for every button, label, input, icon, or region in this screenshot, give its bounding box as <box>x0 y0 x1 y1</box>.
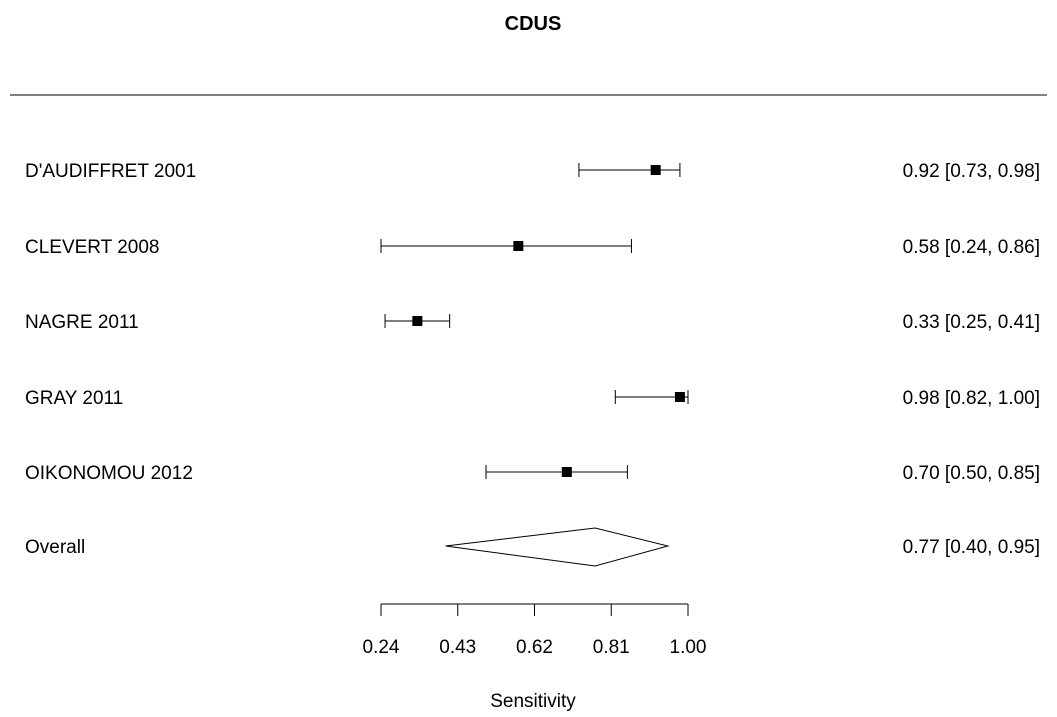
x-tick-label: 0.43 <box>439 637 476 658</box>
study-label: OIKONOMOU 2012 <box>25 463 193 484</box>
x-axis: 0.24 0.43 0.62 0.81 1.00 <box>363 603 707 658</box>
study-label: D'AUDIFFRET 2001 <box>25 161 196 182</box>
study-row: OIKONOMOU 2012 0.70 [0.50, 0.85] <box>25 463 1040 484</box>
study-rows: D'AUDIFFRET 2001 0.92 [0.73, 0.98] CLEVERT… <box>25 161 1040 484</box>
chart-title: CDUS <box>505 13 562 35</box>
study-label: NAGRE 2011 <box>25 312 139 333</box>
ci-text: 0.33 [0.25, 0.41] <box>903 312 1040 333</box>
ci-text: 0.92 [0.73, 0.98] <box>903 161 1040 182</box>
x-tick-label: 0.62 <box>516 637 553 658</box>
study-row: GRAY 2011 0.98 [0.82, 1.00] <box>25 388 1040 409</box>
study-row: NAGRE 2011 0.33 [0.25, 0.41] <box>25 312 1040 333</box>
overall-label: Overall <box>25 537 85 558</box>
x-tick-label: 0.81 <box>593 637 630 658</box>
ci-text: 0.58 [0.24, 0.86] <box>903 237 1040 258</box>
x-tick-label: 1.00 <box>670 637 707 658</box>
overall-ci-text: 0.77 [0.40, 0.95] <box>903 537 1040 558</box>
overall-row: Overall 0.77 [0.40, 0.95] <box>25 527 1040 567</box>
point-estimate <box>650 165 661 175</box>
study-label: GRAY 2011 <box>25 388 123 409</box>
ci-text: 0.70 [0.50, 0.85] <box>903 463 1040 484</box>
study-row: CLEVERT 2008 0.58 [0.24, 0.86] <box>25 237 1040 258</box>
x-axis-label: Sensitivity <box>490 691 576 712</box>
x-tick-label: 0.24 <box>363 637 400 658</box>
point-estimate <box>674 392 685 402</box>
overall-diamond <box>445 527 670 567</box>
study-row: D'AUDIFFRET 2001 0.92 [0.73, 0.98] <box>25 161 1040 182</box>
ci-text: 0.98 [0.82, 1.00] <box>903 388 1040 409</box>
study-label: CLEVERT 2008 <box>25 237 160 258</box>
point-estimate <box>561 467 572 477</box>
point-estimate <box>513 241 524 251</box>
point-estimate <box>412 316 423 326</box>
